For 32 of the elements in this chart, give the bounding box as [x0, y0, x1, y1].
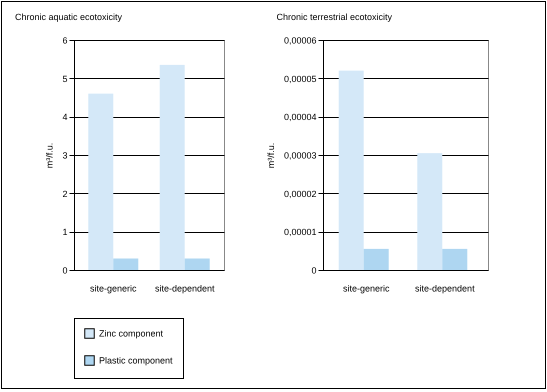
- bar: [184, 258, 210, 270]
- y-tick-label: 0,00005: [284, 74, 316, 84]
- x-tick-label: site-generic: [342, 284, 390, 294]
- bar: [338, 70, 364, 270]
- y-tick-label: 4: [62, 112, 68, 122]
- y-tick-label: 1: [62, 227, 68, 238]
- chart-title: Chronic aquatic ecotoxicity: [14, 12, 123, 22]
- y-axis-title: m³/f.u.: [266, 142, 276, 168]
- y-tick-label: 5: [62, 74, 68, 84]
- bar: [113, 258, 138, 270]
- x-tick-label: site-generic: [90, 284, 138, 294]
- y-axis-title: m³/f.u.: [44, 142, 54, 168]
- y-tick-label: 0,00002: [284, 188, 316, 199]
- bar: [442, 248, 468, 270]
- chart-title: Chronic terrestrial ecotoxicity: [276, 12, 393, 22]
- x-tick-label: site-dependent: [154, 284, 215, 294]
- y-tick-label: 6: [62, 36, 68, 46]
- bar: [88, 94, 114, 270]
- legend-label: Plastic component: [99, 356, 174, 366]
- x-tick-label: site-dependent: [415, 284, 476, 294]
- bar: [417, 153, 442, 270]
- bar: [364, 248, 389, 270]
- y-tick-label: 0,00003: [284, 150, 316, 160]
- legend-label: Zinc component: [99, 328, 164, 338]
- y-tick-label: 0,00006: [284, 36, 316, 46]
- y-tick-label: 0: [62, 266, 68, 276]
- bar: [160, 64, 185, 270]
- y-tick-label: 0,00004: [284, 112, 316, 122]
- y-tick-label: 2: [62, 188, 68, 199]
- y-tick-label: 0,00001: [284, 227, 316, 238]
- y-tick-label: 3: [62, 150, 68, 160]
- y-tick-label: 0: [311, 266, 316, 276]
